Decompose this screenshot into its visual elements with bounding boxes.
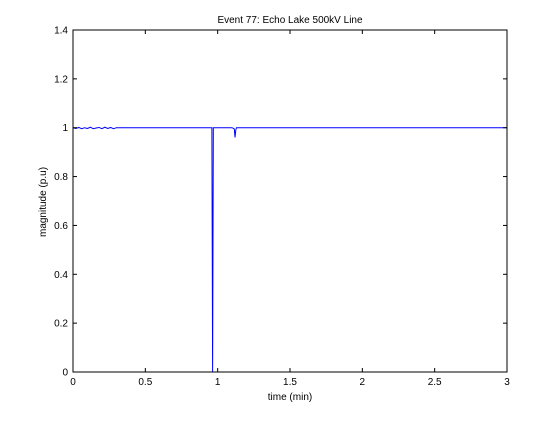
- y-tick-label: 1.2: [54, 74, 68, 85]
- series-line-0: [72, 126, 507, 373]
- x-tick-label: 3: [504, 377, 510, 388]
- y-tick-label: 0.4: [54, 270, 68, 281]
- chart-title: Event 77: Echo Lake 500kV Line: [217, 15, 363, 26]
- y-tick-label: 0: [62, 368, 68, 379]
- y-tick-label: 0.8: [54, 172, 68, 183]
- x-tick-label: 0.5: [138, 377, 152, 388]
- plot-layer: 0 0.5 1 1.5 2 2.5 3 0 0.2 0.4 0.6 0.8 1 1.2 1.4: [54, 26, 510, 389]
- y-axis-label: magnitude (p.u): [38, 167, 49, 237]
- plot-area-frame: [72, 29, 508, 373]
- x-axis-label: time (min): [268, 392, 312, 403]
- y-tick-label: 1: [62, 123, 68, 134]
- x-tick-label: 1: [215, 377, 221, 388]
- x-tick-label: 0: [70, 377, 76, 388]
- y-tick-label: 0.2: [54, 319, 68, 330]
- x-tick-label: 2: [360, 377, 366, 388]
- x-tick-label: 1.5: [283, 377, 297, 388]
- y-tick-label: 1.4: [54, 26, 68, 37]
- x-tick-label: 2.5: [428, 377, 442, 388]
- y-tick-label: 0.6: [54, 221, 68, 232]
